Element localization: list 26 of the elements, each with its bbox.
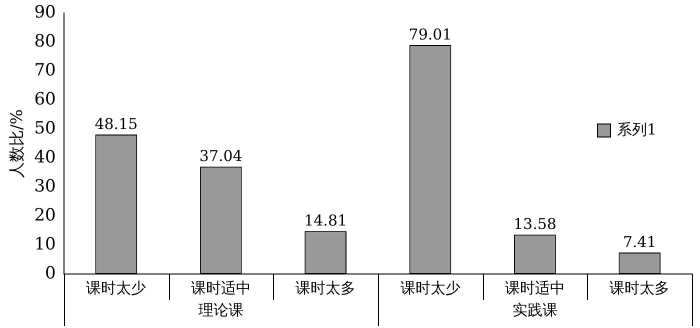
x-tick-label: 课时太少 (86, 278, 146, 297)
y-tick-label: 90 (34, 2, 56, 23)
data-label: 7.41 (622, 232, 656, 251)
x-tick-label: 课时太少 (400, 278, 460, 297)
y-tick-label: 20 (34, 205, 56, 226)
y-tick-label: 80 (34, 32, 56, 52)
y-tick-label: 70 (34, 60, 56, 81)
x-tick-label: 课时太多 (610, 278, 670, 297)
text: 理论课 (198, 300, 244, 319)
y-tick-label: 40 (34, 148, 56, 168)
legend-label: 系列1 (617, 120, 657, 138)
data-label: 37.04 (199, 147, 242, 166)
y-tick-label: 50 (34, 118, 56, 139)
data-label: 79.01 (408, 25, 452, 44)
data-label: 48.15 (94, 114, 138, 133)
text: 实践课 (512, 300, 558, 319)
y-tick-label: 0 (45, 263, 56, 284)
x-tick-label: 课时太多 (296, 278, 356, 297)
y-axis-title: 人数比/% (6, 109, 26, 178)
y-tick-label: 10 (34, 234, 56, 254)
data-label: 14.81 (304, 211, 348, 230)
y-tick-label: 60 (34, 90, 56, 110)
data-label: 13.58 (513, 215, 556, 234)
x-tick-label: 课时适中 (504, 278, 565, 297)
x-tick-label: 课时适中 (190, 278, 251, 297)
y-tick-label: 30 (34, 176, 56, 196)
